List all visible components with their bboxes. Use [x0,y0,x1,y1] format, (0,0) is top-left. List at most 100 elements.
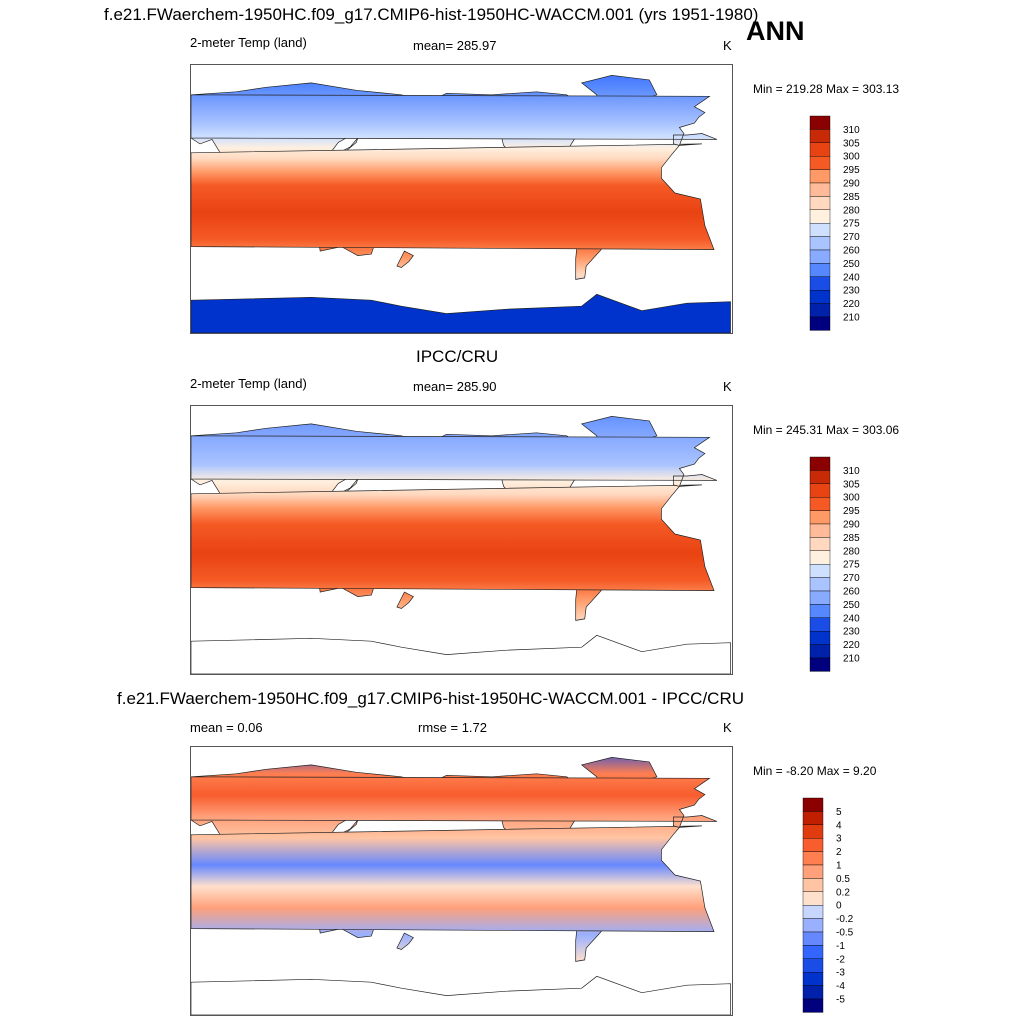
panel-2-colorbar-tick-label: 250 [843,600,860,611]
panel-1-colorbar-box [809,222,831,237]
panel-2-colorbar-tick-label: 310 [843,466,860,477]
continent-antarctica [191,975,731,1015]
panel-3-colorbar-box [802,971,824,986]
panel-1-colorbar-box [809,316,831,331]
panel-3-colorbar-box [802,811,824,825]
panel-1-colorbar-box [809,303,831,318]
panel-3-colorbar-tick-label: 0.5 [836,874,850,885]
panel-3-colorbar-tick-label: -0.2 [836,914,854,925]
panel-3-mean-label: mean = 0.06 [190,720,263,735]
panel-2-colorbar-box [809,456,831,471]
panel-1-map [190,64,733,334]
panel-1-colorbar-box [809,182,831,197]
panel-1-colorbar-box [809,263,831,277]
panel-3-units-label: K [723,720,732,735]
panel-1-colorbar-tick-label: 240 [843,272,860,283]
panel-2-colorbar-box [809,483,831,498]
panel-1-colorbar-box [809,289,831,304]
panel-2-title: IPCC/CRU [416,347,499,366]
panel-2-colorbar-tick-label: 210 [843,654,860,665]
panel-2-map [190,405,733,675]
panel-1-colorbar-box [809,169,831,184]
panel-2-colorbar-box [809,523,831,538]
panel-2-colorbar-box [809,644,831,659]
continent-new-zealand [396,250,414,268]
panel-3-colorbar-box [802,851,824,866]
panel-3-colorbar: 5 4 3 2 1 0.5 0.2 0 -0.2 -0.5 -1 -2 -3 -4 -5 [802,797,863,1013]
panel-1-colorbar-tick-label: 270 [843,232,860,243]
panel-1-colorbar-box [809,196,831,211]
panel-1-colorbar-tick-label: 280 [843,205,860,216]
continent-antarctica [191,293,731,333]
panel-1-colorbar-box [809,115,831,130]
panel-1-colorbar-tick-label: 250 [843,259,860,270]
panel-2-colorbar-tick-label: 305 [843,479,860,490]
panel-2-colorbar-box [809,617,831,632]
panel-1-colorbar-box [809,276,831,291]
panel-3-colorbar-box [802,985,824,1000]
panel-1-colorbar-tick-label: 300 [843,152,860,163]
panel-2-colorbar-tick-label: 230 [843,627,860,638]
panel-2-colorbar-tick-label: 280 [843,546,860,557]
panel-3-colorbar-tick-label: -4 [836,981,845,992]
panel-3-minmax-label: Min = -8.20 Max = 9.20 [753,764,877,778]
panel-3-colorbar-tick-label: -0.5 [836,928,854,939]
continent-new-zealand [396,591,414,609]
panel-1-colorbar-tick-label: 230 [843,286,860,297]
panel-2-colorbar-box [809,604,831,618]
panel-3-colorbar-box [802,838,824,852]
panel-2-colorbar-tick-label: 300 [843,493,860,504]
panel-3-colorbar-tick-label: -3 [836,968,845,979]
panel-3-colorbar-box [802,998,824,1013]
panel-1-colorbar-box [809,249,831,264]
panel-1-colorbar-box [809,129,831,143]
continent-new-zealand [396,932,414,950]
panel-1-colorbar-tick-label: 220 [843,299,860,310]
panel-1-variable-label: 2-meter Temp (land) [190,35,307,50]
continent-europe-west [191,435,718,487]
panel-2-colorbar-box [809,577,831,592]
panel-2-colorbar-box [809,550,831,565]
panel-1-colorbar-box [809,156,831,170]
panel-3-map [190,746,733,1016]
panel-3-colorbar-tick-label: 3 [836,834,842,845]
panel-3-colorbar-box [802,931,824,946]
panel-1-mean-label: mean= 285.97 [413,38,497,53]
panel-2-colorbar-tick-label: 240 [843,613,860,624]
panel-3-colorbar-tick-label: 2 [836,847,842,858]
panel-1-colorbar-tick-label: 210 [843,313,860,324]
panel-3-colorbar-box [802,945,824,959]
panel-2-colorbar-tick-label: 275 [843,560,860,571]
continent-africa-west [191,143,715,250]
panel-2-units-label: K [723,379,732,394]
continent-antarctica [191,634,731,674]
panel-1-colorbar-tick-label: 310 [843,125,860,136]
panel-1-colorbar-tick-label: 295 [843,165,860,176]
panel-3-colorbar-tick-label: -1 [836,941,845,952]
continent-europe-west [191,776,718,828]
panel-2-colorbar-tick-label: 295 [843,506,860,517]
panel-3-colorbar-box [802,864,824,879]
panel-3-colorbar-box [802,891,824,906]
panel-3-colorbar-tick-label: -5 [836,995,845,1006]
panel-2-colorbar-box [809,563,831,578]
panel-3-colorbar-box [802,958,824,973]
panel-1-colorbar-tick-label: 285 [843,192,860,203]
panel-2-variable-label: 2-meter Temp (land) [190,376,307,391]
panel-3-colorbar-tick-label: 0 [836,901,842,912]
panel-1-colorbar-tick-label: 290 [843,179,860,190]
panel-2-minmax-label: Min = 245.31 Max = 303.06 [753,423,900,437]
panel-3-colorbar-box [802,824,824,839]
panel-1-colorbar: 310 305 300 295 290 285 280 275 270 260 250 240 230 2… [809,115,870,331]
panel-2-mean-label: mean= 285.90 [413,379,497,394]
panel-3-colorbar-box [802,918,824,933]
continent-africa-west [191,484,715,591]
panel-1-minmax-label: Min = 219.28 Max = 303.13 [753,82,900,96]
panel-3-colorbar-tick-label: 4 [836,820,842,831]
panel-3-title: f.e21.FWaerchem-1950HC.f09_g17.CMIP6-his… [117,689,744,708]
panel-2-colorbar-tick-label: 260 [843,587,860,598]
panel-3-colorbar-tick-label: -2 [836,954,845,965]
panel-1-colorbar-box [809,209,831,224]
panel-1-colorbar-tick-label: 275 [843,219,860,230]
panel-1-units-label: K [723,38,732,53]
